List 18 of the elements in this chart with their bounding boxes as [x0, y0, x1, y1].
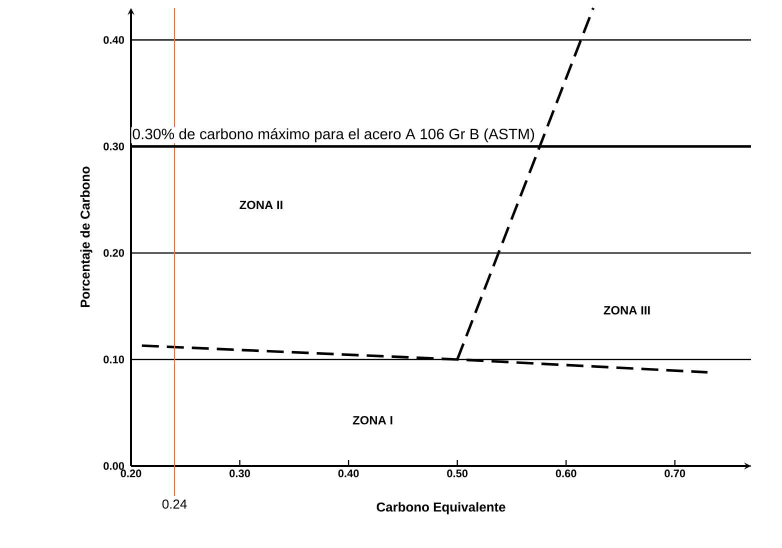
x-tick-label: 0.70 — [664, 470, 686, 478]
annotation: ZONA II — [240, 200, 282, 210]
ref-line-label: 0.30% de carbono máximo para el acero A 106 Gr B (ASTM) — [132, 128, 534, 142]
x-tick-label: 0.30 — [230, 470, 250, 478]
ref-line-label: 0.24 — [162, 500, 187, 509]
annotation: ZONA I — [352, 416, 392, 424]
x-tick-label: 0.60 — [556, 470, 576, 478]
x-tick-label: 0.50 — [447, 470, 468, 478]
y-tick-label: 0.40 — [104, 36, 124, 44]
y-tick-label: 0.30 — [104, 142, 124, 150]
x-axis-title: Carbono Equivalente — [376, 502, 506, 514]
x-tick-label: 0.40 — [338, 470, 359, 478]
annotation: ZONA III — [604, 306, 650, 315]
y-axis-title: Porcentaje de Carbono — [80, 166, 92, 308]
y-tick-label: 0.00 — [104, 462, 124, 470]
x-tick-label: 0.20 — [120, 470, 142, 478]
y-tick-label: 0.20 — [104, 249, 124, 257]
y-tick-label: 0.10 — [104, 356, 124, 364]
